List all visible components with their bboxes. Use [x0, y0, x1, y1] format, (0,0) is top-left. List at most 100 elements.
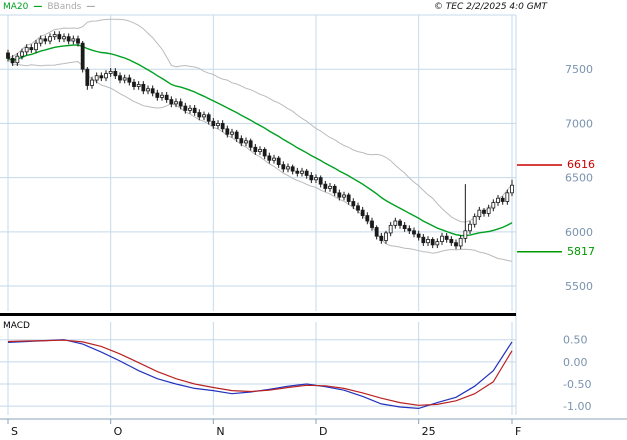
candle-body — [482, 209, 486, 214]
candle-body — [155, 92, 160, 98]
candle-body — [6, 52, 10, 59]
candle-body — [435, 241, 440, 246]
candle-body — [356, 205, 360, 211]
candle-body — [85, 68, 90, 86]
candle-body — [80, 42, 85, 70]
candle-body — [449, 239, 454, 244]
month-label: F — [515, 425, 521, 438]
candle-body — [491, 202, 496, 209]
candle-body — [253, 146, 258, 153]
candle-body — [197, 112, 202, 118]
bbands-line-swatch: — — [86, 2, 96, 12]
month-label: N — [216, 425, 224, 438]
macd-lines — [7, 339, 513, 410]
gridlines — [0, 14, 517, 415]
panel-separator — [0, 313, 516, 316]
candle-body — [272, 157, 276, 161]
candle-body — [234, 131, 239, 140]
candle-body — [150, 88, 155, 94]
candle-body — [29, 47, 34, 51]
month-label: 25 — [422, 425, 436, 438]
candle-body — [248, 140, 253, 148]
candle-body — [323, 183, 328, 189]
candle-body — [388, 224, 393, 234]
candle-body — [169, 99, 174, 105]
candle-body — [57, 34, 62, 40]
candle-body — [440, 235, 444, 243]
candle-body — [48, 36, 52, 42]
price-tick-label: 6500 — [565, 172, 593, 185]
candle-body — [304, 170, 309, 176]
support-level-label: 5817 — [567, 244, 595, 258]
candle-body — [412, 230, 416, 235]
ma20-line — [7, 44, 513, 237]
candle-body — [314, 177, 318, 181]
copyright-timestamp: © TEC 2/2/2025 4:0 GMT — [433, 2, 547, 12]
candle-body — [38, 38, 43, 44]
candle-body — [337, 192, 342, 198]
candle-body — [118, 75, 122, 81]
macd-panel-label: MACD — [3, 321, 30, 331]
price-tick-label: 5500 — [565, 280, 593, 293]
macd-tick-label: -1.00 — [563, 400, 591, 413]
candle-body — [454, 242, 458, 247]
candle-body — [66, 36, 71, 42]
candle-body — [402, 224, 407, 229]
price-tick-label: 6000 — [565, 226, 593, 239]
candle-body — [505, 192, 510, 202]
candle-body — [370, 220, 374, 228]
candle-body — [290, 166, 295, 172]
month-label: S — [11, 425, 18, 438]
candle-body — [71, 38, 76, 42]
ma20-line-swatch: — — [33, 2, 43, 12]
candle-body — [20, 51, 24, 57]
candle-body — [262, 149, 267, 157]
macd-tick-label: 0.50 — [563, 334, 588, 347]
price-tick-label: 7500 — [565, 63, 593, 76]
candle-body — [477, 209, 482, 218]
chart-legend: MA20 — BBands — — [3, 2, 95, 12]
candle-body — [374, 227, 379, 237]
candle-body — [342, 194, 346, 198]
candle-body — [472, 216, 477, 225]
candle-body — [295, 170, 300, 174]
bollinger-lower-band — [7, 58, 513, 262]
candle-body — [43, 38, 48, 42]
candle-body — [188, 107, 192, 111]
candle-body — [458, 237, 463, 247]
resistance-level-label: 6616 — [567, 158, 595, 172]
month-label: O — [114, 425, 123, 438]
candle-body — [136, 83, 141, 87]
candle-body — [510, 184, 514, 194]
legend-bbands-label: BBands — [47, 2, 82, 12]
candle-body — [258, 149, 262, 153]
candle-body — [164, 94, 169, 100]
candle-body — [332, 185, 337, 194]
candle-body — [444, 235, 449, 240]
candle-body — [276, 157, 281, 166]
signal-line — [7, 339, 513, 406]
candle-body — [206, 114, 211, 122]
macd-tick-label: -0.50 — [563, 378, 591, 391]
candle-body — [421, 236, 426, 244]
candle-body — [127, 77, 132, 83]
candle-body — [192, 107, 197, 113]
candle-body — [34, 42, 38, 51]
macd-tick-label: 0.00 — [563, 356, 588, 369]
candle-body — [94, 75, 99, 81]
legend-ma20-label: MA20 — [3, 2, 29, 12]
candle-body — [24, 47, 29, 53]
axes-and-labels: 7500 7000 6500 6000 5500 0.50 0.00 -0.50 -1.00 S O… — [0, 63, 627, 438]
candle-body — [62, 36, 66, 40]
candle-body — [281, 164, 286, 170]
macd-line — [7, 339, 513, 410]
candle-body — [90, 79, 94, 86]
candle-body — [230, 131, 234, 135]
candle-body — [244, 140, 248, 144]
candle-body — [76, 38, 80, 44]
candle-body — [174, 101, 178, 105]
candle-body — [430, 239, 435, 246]
candle-body — [146, 88, 150, 92]
